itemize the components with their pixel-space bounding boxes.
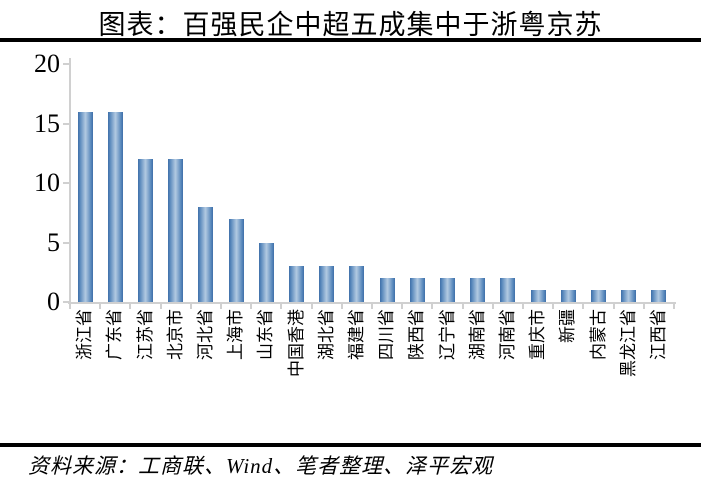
y-axis-tick-label: 15 xyxy=(34,108,60,138)
bar xyxy=(289,266,304,302)
x-axis-label: 重庆市 xyxy=(528,309,548,360)
y-axis-tick-label: 0 xyxy=(47,287,60,316)
y-axis-tick xyxy=(63,182,70,184)
x-axis-label: 陕西省 xyxy=(407,309,427,360)
x-axis-label: 广东省 xyxy=(105,309,125,360)
x-axis-label: 湖南省 xyxy=(467,309,487,360)
x-axis-label: 河南省 xyxy=(497,309,517,360)
x-axis-tick xyxy=(401,303,404,309)
x-axis-tick xyxy=(250,303,253,309)
y-axis-tick-label: 20 xyxy=(34,49,60,78)
x-axis-label: 福建省 xyxy=(346,309,366,360)
bar xyxy=(591,290,606,302)
x-axis-label: 四川省 xyxy=(377,309,397,360)
x-axis-tick xyxy=(310,303,313,309)
source-note: 资料来源：工商联、Wind、笔者整理、泽平宏观 xyxy=(28,454,494,478)
bottom-divider xyxy=(0,443,701,447)
x-axis-tick xyxy=(612,303,615,309)
x-axis-tick xyxy=(642,303,645,309)
y-axis-tick xyxy=(63,241,70,244)
bar xyxy=(500,278,516,302)
y-axis-tick-label: 5 xyxy=(47,227,60,257)
x-axis-label: 新疆 xyxy=(558,309,578,343)
x-axis-tick xyxy=(582,303,585,309)
x-axis-label: 河北省 xyxy=(195,309,215,360)
x-axis-tick xyxy=(371,303,373,309)
x-axis-tick xyxy=(99,303,102,309)
bar xyxy=(621,290,637,302)
chart-title: 图表：百强民企中超五成集中于浙粤京苏 xyxy=(98,10,603,40)
x-axis-label: 上海市 xyxy=(226,309,246,360)
x-axis-tick xyxy=(69,303,71,309)
bar xyxy=(560,290,576,302)
x-axis-tick xyxy=(552,303,555,309)
x-axis-label: 江苏省 xyxy=(135,309,155,360)
bar xyxy=(198,206,214,302)
x-axis-tick xyxy=(189,303,192,309)
x-axis-label: 中国香港 xyxy=(286,309,306,377)
bar xyxy=(258,242,274,302)
bar xyxy=(470,278,486,302)
y-axis-tick-label: 10 xyxy=(34,168,60,197)
bar xyxy=(379,278,395,302)
y-axis-tick xyxy=(63,122,70,125)
x-axis-label: 山东省 xyxy=(256,309,276,360)
y-axis-tick xyxy=(63,63,70,65)
x-axis-tick xyxy=(159,303,162,309)
bar xyxy=(651,290,667,302)
top-divider xyxy=(0,38,701,42)
x-axis-tick xyxy=(491,303,494,309)
bar xyxy=(349,266,365,302)
y-axis-line xyxy=(69,58,71,304)
bar xyxy=(228,218,244,302)
x-axis-label: 湖北省 xyxy=(316,309,336,360)
bar xyxy=(440,278,455,302)
x-axis-label: 浙江省 xyxy=(75,309,95,360)
x-axis-tick xyxy=(461,303,464,309)
bar xyxy=(107,111,123,302)
bar xyxy=(530,290,546,302)
bar xyxy=(409,278,425,302)
x-axis-tick xyxy=(280,303,283,309)
bar xyxy=(138,159,153,302)
x-axis-label: 辽宁省 xyxy=(437,309,457,360)
x-axis-label: 内蒙古 xyxy=(588,309,608,360)
x-axis-label: 黑龙江省 xyxy=(618,309,638,377)
x-axis-label: 江西省 xyxy=(648,309,668,360)
x-axis-tick xyxy=(431,303,434,309)
bar xyxy=(77,111,93,302)
bar xyxy=(319,266,335,302)
x-axis-tick xyxy=(340,303,343,309)
x-axis-label: 北京市 xyxy=(165,309,185,360)
x-axis-tick xyxy=(522,303,524,309)
x-axis-tick xyxy=(220,303,222,309)
bar xyxy=(168,159,184,302)
x-axis-tick xyxy=(129,303,132,309)
x-axis-tick xyxy=(673,303,675,309)
y-axis-tick xyxy=(63,301,70,303)
